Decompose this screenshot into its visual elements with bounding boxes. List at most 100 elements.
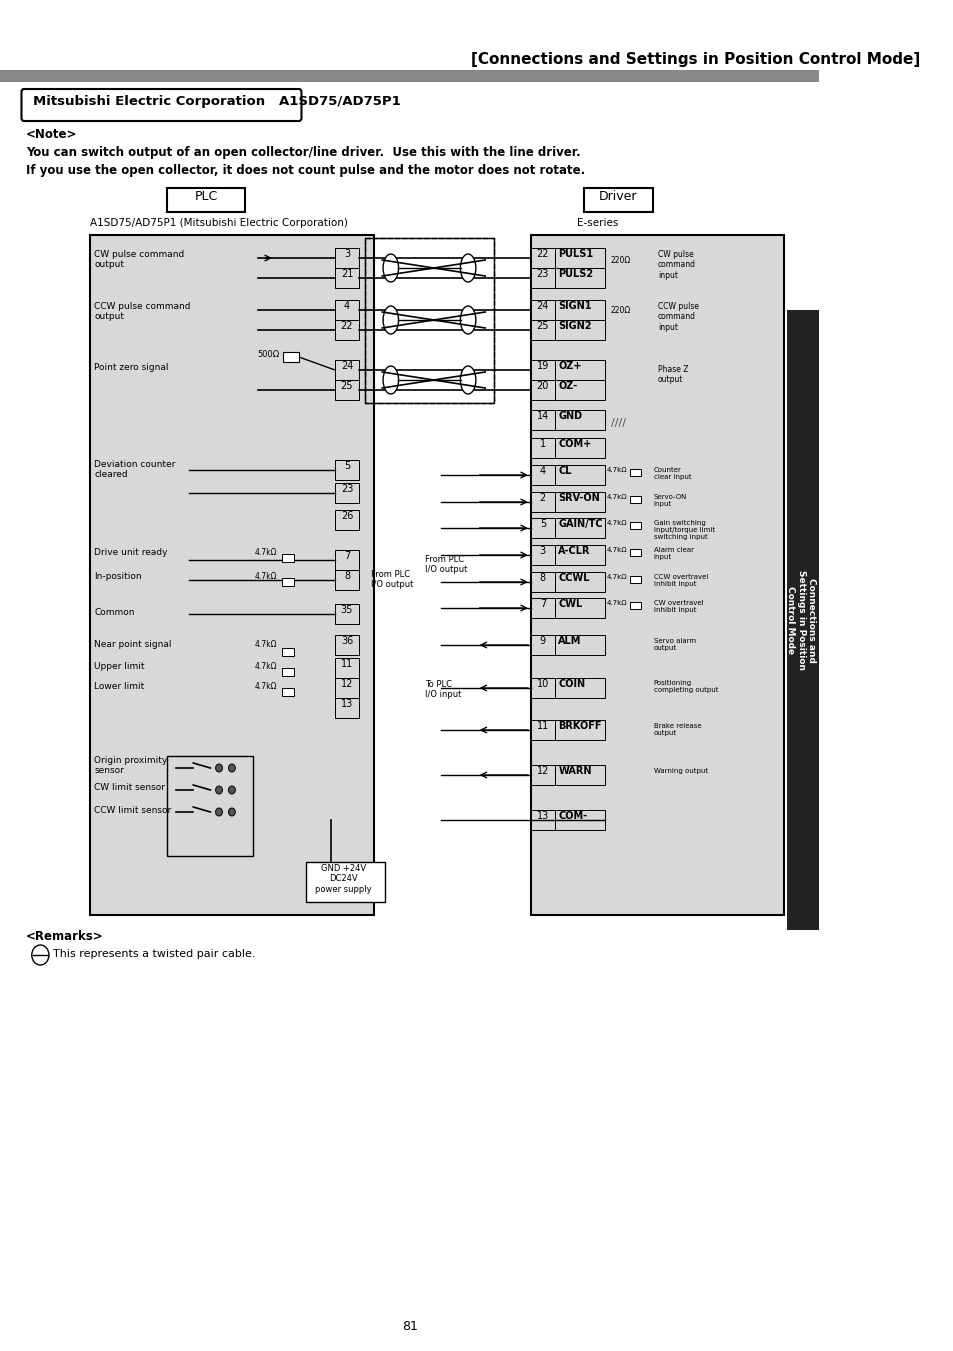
Text: Origin proximity
sensor: Origin proximity sensor bbox=[94, 757, 168, 775]
Circle shape bbox=[228, 808, 235, 816]
Bar bbox=[168, 757, 253, 857]
Bar bbox=[555, 571, 604, 592]
Bar bbox=[335, 550, 358, 570]
Text: 25: 25 bbox=[536, 322, 549, 331]
Bar bbox=[630, 603, 640, 609]
Bar bbox=[530, 300, 555, 320]
Bar bbox=[555, 465, 604, 485]
Bar bbox=[555, 380, 604, 400]
Text: Upper limit: Upper limit bbox=[94, 662, 145, 671]
Bar bbox=[630, 521, 640, 530]
Text: 19: 19 bbox=[537, 361, 548, 372]
Text: COIN: COIN bbox=[558, 680, 585, 689]
Bar bbox=[281, 688, 294, 696]
Bar bbox=[630, 496, 640, 503]
Bar bbox=[335, 484, 358, 503]
Bar bbox=[335, 459, 358, 480]
Bar bbox=[283, 353, 298, 362]
Text: 4.7kΩ: 4.7kΩ bbox=[606, 494, 626, 500]
Text: 3: 3 bbox=[539, 546, 545, 557]
Text: A1SD75/AD75P1 (Mitsubishi Electric Corporation): A1SD75/AD75P1 (Mitsubishi Electric Corpo… bbox=[91, 218, 348, 228]
Ellipse shape bbox=[460, 305, 476, 334]
Text: 36: 36 bbox=[340, 636, 353, 646]
Text: 500Ω: 500Ω bbox=[257, 350, 279, 359]
Circle shape bbox=[228, 765, 235, 771]
Text: CCW pulse command
output: CCW pulse command output bbox=[94, 303, 191, 322]
Text: In-position: In-position bbox=[94, 571, 142, 581]
Text: 4.7kΩ: 4.7kΩ bbox=[253, 549, 276, 557]
Text: 14: 14 bbox=[537, 411, 548, 422]
Circle shape bbox=[215, 765, 222, 771]
Bar bbox=[555, 598, 604, 617]
Bar bbox=[0, 70, 819, 82]
Bar bbox=[530, 571, 555, 592]
Text: 5: 5 bbox=[539, 519, 545, 530]
Text: Warning output: Warning output bbox=[653, 767, 707, 774]
Text: Counter
clear input: Counter clear input bbox=[653, 467, 691, 480]
Text: 25: 25 bbox=[340, 381, 353, 390]
Text: Positioning
completing output: Positioning completing output bbox=[653, 680, 718, 693]
Text: 13: 13 bbox=[537, 811, 548, 821]
Bar bbox=[555, 635, 604, 655]
Text: CCWL: CCWL bbox=[558, 573, 589, 584]
Bar bbox=[555, 517, 604, 538]
Text: Lower limit: Lower limit bbox=[94, 682, 145, 690]
Bar bbox=[530, 598, 555, 617]
Bar bbox=[530, 465, 555, 485]
Text: ALM: ALM bbox=[558, 636, 581, 646]
Text: 220Ω: 220Ω bbox=[610, 305, 630, 315]
Text: E-series: E-series bbox=[577, 218, 618, 228]
Text: BRKOFF: BRKOFF bbox=[558, 721, 601, 731]
Text: From PLC
I/O output: From PLC I/O output bbox=[371, 570, 413, 589]
Bar bbox=[555, 409, 604, 430]
Bar bbox=[530, 249, 555, 267]
Text: COM+: COM+ bbox=[558, 439, 591, 449]
Text: ////: //// bbox=[610, 417, 625, 428]
Text: 5: 5 bbox=[343, 461, 350, 471]
Bar bbox=[281, 667, 294, 676]
Text: CL: CL bbox=[558, 466, 571, 476]
Text: Deviation counter
cleared: Deviation counter cleared bbox=[94, 459, 175, 480]
Text: If you use the open collector, it does not count pulse and the motor does not ro: If you use the open collector, it does n… bbox=[26, 163, 584, 177]
Bar bbox=[281, 554, 294, 562]
Bar bbox=[555, 300, 604, 320]
Bar bbox=[530, 320, 555, 340]
Text: Near point signal: Near point signal bbox=[94, 640, 172, 648]
Ellipse shape bbox=[460, 254, 476, 282]
Text: CW overtravel
inhibit input: CW overtravel inhibit input bbox=[653, 600, 702, 613]
Bar bbox=[555, 320, 604, 340]
Text: 24: 24 bbox=[537, 301, 548, 311]
Text: 4.7kΩ: 4.7kΩ bbox=[606, 520, 626, 526]
Ellipse shape bbox=[460, 366, 476, 394]
Text: 23: 23 bbox=[340, 484, 353, 494]
Text: GAIN/TC: GAIN/TC bbox=[558, 519, 602, 530]
Ellipse shape bbox=[383, 305, 398, 334]
Text: Gain switching
input/torque limit
switching input: Gain switching input/torque limit switch… bbox=[653, 520, 714, 540]
Bar bbox=[335, 359, 358, 380]
Bar bbox=[335, 267, 358, 288]
Text: 8: 8 bbox=[539, 573, 545, 584]
Text: 35: 35 bbox=[340, 605, 353, 615]
Bar bbox=[555, 678, 604, 698]
Text: 12: 12 bbox=[537, 766, 548, 775]
Bar bbox=[555, 267, 604, 288]
Circle shape bbox=[215, 808, 222, 816]
Bar bbox=[530, 765, 555, 785]
Text: CCW limit sensor: CCW limit sensor bbox=[94, 807, 172, 815]
Bar bbox=[335, 570, 358, 590]
Bar bbox=[555, 811, 604, 830]
Bar bbox=[365, 238, 494, 403]
Text: From PLC
I/O output: From PLC I/O output bbox=[425, 555, 467, 574]
Text: 4: 4 bbox=[539, 466, 545, 476]
Bar bbox=[555, 359, 604, 380]
Bar bbox=[530, 544, 555, 565]
Text: PULS2: PULS2 bbox=[558, 269, 593, 280]
Bar bbox=[335, 320, 358, 340]
Text: Servo alarm
output: Servo alarm output bbox=[653, 638, 695, 651]
Bar bbox=[530, 438, 555, 458]
Text: GND: GND bbox=[558, 411, 581, 422]
Bar bbox=[335, 698, 358, 717]
Bar bbox=[335, 635, 358, 655]
Text: Common: Common bbox=[94, 608, 134, 617]
Bar bbox=[335, 300, 358, 320]
